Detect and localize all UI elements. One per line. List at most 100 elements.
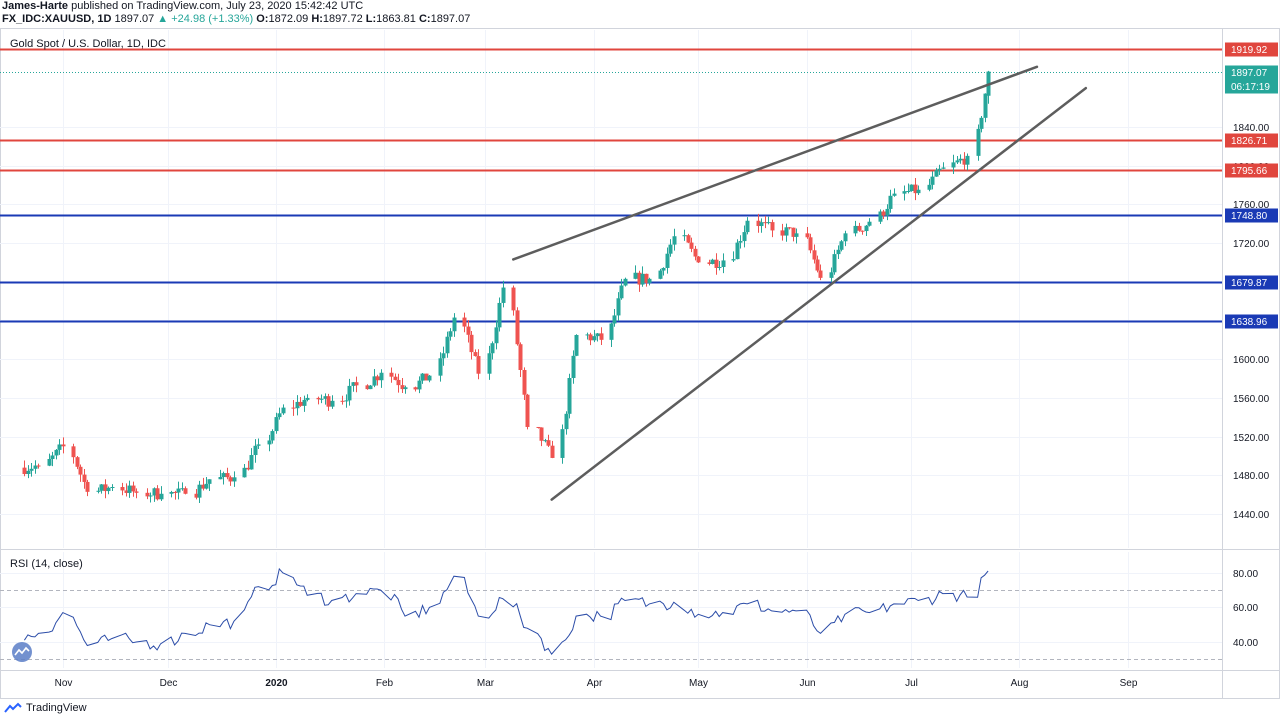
candle-body xyxy=(82,474,87,482)
time-tick-label: May xyxy=(689,678,708,689)
candle-body xyxy=(29,468,34,471)
candle-body xyxy=(668,244,673,254)
candle-body xyxy=(780,230,785,236)
candle-body xyxy=(721,260,726,267)
candle-body xyxy=(323,396,328,399)
candle-body xyxy=(452,317,457,332)
candle-body xyxy=(466,326,471,335)
time-tick-label: 2020 xyxy=(265,678,288,689)
level-price-tag xyxy=(1225,133,1278,148)
candle-body xyxy=(469,334,474,353)
candle-body xyxy=(843,233,848,242)
candle-body xyxy=(906,190,911,192)
candle-body xyxy=(155,488,160,500)
candle-body xyxy=(595,333,600,337)
price-tick-label: 1440.00 xyxy=(1233,510,1270,521)
candle-body xyxy=(207,479,212,484)
candle-body xyxy=(228,477,233,482)
candle-body xyxy=(546,440,551,446)
candle-body xyxy=(57,444,62,450)
candle-body xyxy=(829,272,834,278)
level-price-tag xyxy=(1225,314,1278,329)
candle-body xyxy=(637,272,642,285)
candle-body xyxy=(818,270,823,278)
candle-body xyxy=(438,358,443,376)
level-price-tag xyxy=(1225,163,1278,178)
candle-body xyxy=(696,256,701,263)
author-name[interactable]: James-Harte xyxy=(2,0,69,12)
candle-body xyxy=(445,336,450,354)
price-tick-label: 1520.00 xyxy=(1233,433,1270,444)
price-tick-label: 1760.00 xyxy=(1233,200,1270,211)
candle-body xyxy=(934,170,939,177)
brand-footer[interactable]: TradingView xyxy=(4,700,87,716)
candle-body xyxy=(281,407,286,414)
candle-body xyxy=(319,398,324,400)
last-price-label: 1897.07 xyxy=(1231,68,1268,79)
candle-body xyxy=(253,445,258,456)
candle-body xyxy=(242,467,247,478)
candle-body xyxy=(839,241,844,250)
candle-body xyxy=(853,225,858,234)
publish-header: James-Harte published on TradingView.com… xyxy=(0,0,1280,28)
candle-body xyxy=(267,440,272,445)
candle-body xyxy=(511,287,516,311)
candle-body xyxy=(372,376,377,386)
candle-body xyxy=(885,208,890,216)
candle-body xyxy=(427,375,432,381)
candle-body xyxy=(347,385,352,401)
candle-body xyxy=(787,227,792,229)
candle-body xyxy=(379,372,384,381)
candle-body xyxy=(501,287,506,303)
time-tick-label: Sep xyxy=(1120,678,1138,689)
candle-body xyxy=(962,158,967,165)
candle-body xyxy=(476,356,481,374)
candle-body xyxy=(368,385,373,390)
candle-body xyxy=(574,334,579,356)
candle-body xyxy=(54,449,59,456)
candle-body xyxy=(197,484,202,498)
candle-body xyxy=(665,253,670,268)
candle-body xyxy=(176,488,181,493)
high-label: H: xyxy=(311,13,323,25)
candle-body xyxy=(120,487,125,491)
published-text: published on TradingView.com, July 23, 2… xyxy=(71,0,364,12)
price-tick-label: 1720.00 xyxy=(1233,239,1270,250)
candle-body xyxy=(759,222,764,227)
candle-body xyxy=(731,259,736,261)
candle-body xyxy=(232,477,237,482)
candle-body xyxy=(365,385,370,390)
main-panel-title: Gold Spot / U.S. Dollar, 1D, IDC xyxy=(10,38,166,50)
candle-body xyxy=(930,176,935,185)
candle-body xyxy=(965,155,970,165)
candle-body xyxy=(106,487,111,492)
candle-body xyxy=(567,378,572,414)
close-label: C: xyxy=(418,13,431,25)
candle-body xyxy=(302,399,307,406)
level-price-label: 1826.71 xyxy=(1231,136,1268,147)
candle-body xyxy=(686,235,691,243)
last-price-tag xyxy=(1225,65,1278,94)
candle-body xyxy=(518,344,523,370)
candle-body xyxy=(50,455,55,460)
candle-body xyxy=(326,396,331,407)
candle-body xyxy=(710,259,715,264)
candle-body xyxy=(794,233,799,237)
candle-body xyxy=(888,195,893,209)
candle-body xyxy=(647,278,652,283)
candle-body xyxy=(902,191,907,194)
candle-body xyxy=(515,310,520,345)
candle-body xyxy=(110,487,115,489)
candle-body xyxy=(316,397,321,400)
candle-body xyxy=(791,227,796,237)
low-label: L: xyxy=(365,13,377,25)
candle-body xyxy=(340,400,345,402)
tradingview-badge-glyph xyxy=(14,646,30,656)
candle-body xyxy=(864,225,869,232)
open-value: 1872.09 xyxy=(268,13,309,25)
candle-body xyxy=(159,493,164,500)
candle-body xyxy=(689,242,694,249)
candle-body xyxy=(955,160,960,163)
candle-body xyxy=(99,484,104,491)
